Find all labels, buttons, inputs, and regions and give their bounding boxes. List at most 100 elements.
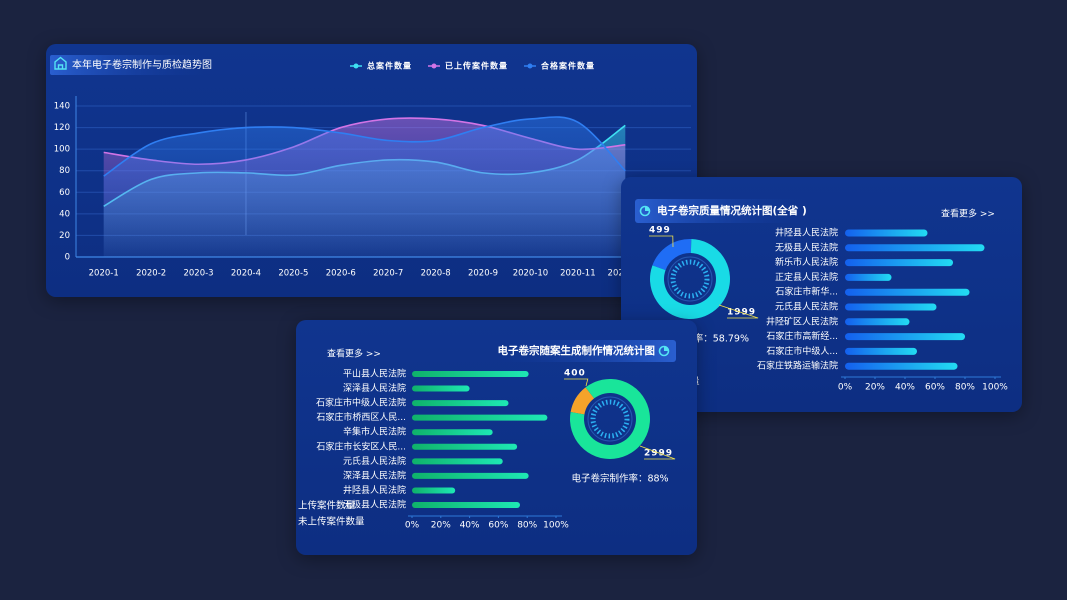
leader-line [649,235,674,248]
area [103,116,626,257]
more-link[interactable]: 查看更多 >> [327,348,381,360]
x-tick-label: 80% [955,383,975,393]
bar [412,472,529,479]
donut-segment [570,387,595,415]
y-tick-label: 平山县人民法院 [343,368,406,380]
chart-title: 电子卷宗随案生成制作情况统计图 [498,344,656,357]
y-tick-label: 新乐市人民法院 [775,256,838,268]
bar [412,443,518,450]
bar [845,347,917,355]
x-tick-label: 2020-6 [326,269,356,279]
y-tick-label: 井陉县人民法院 [775,227,838,239]
donut-ticks [670,259,710,299]
x-tick-label: 2020-7 [373,269,403,279]
legend-marker [527,63,533,69]
bar [412,429,493,436]
more-link[interactable]: 查看更多 >> [941,208,995,220]
y-tick-label: 深泽县人民法院 [343,382,406,394]
title-icon [645,206,650,211]
legend-label: 合格案件数量 [540,61,595,71]
y-tick-label: 0 [65,253,70,263]
legend-label: 未上传案件数量 [298,516,365,528]
bar [845,244,985,252]
y-tick-label: 石家庄市长安区人民... [316,440,406,452]
bar [412,502,520,509]
x-tick-label: 2020-11 [560,269,596,279]
trend-panel: 本年电子卷宗制作与质检趋势图 0 20 40 60 80 100 120 140 2020-1 20… [46,44,697,297]
production-panel: 电子卷宗随案生成制作情况统计图 查看更多 >> 平山县人民法院 深泽县人民法院石家庄市… [296,320,697,555]
x-tick-label: 60% [488,521,508,531]
x-tick-label: 2020-4 [231,269,261,279]
bar [412,400,509,407]
y-tick-label: 石家庄市新华... [775,286,838,298]
y-tick-label: 40 [59,209,70,219]
line [103,116,626,177]
bar [412,414,548,421]
bar [845,333,965,341]
y-tick-label: 100 [54,145,70,155]
legend-label: 已上传案件数量 [445,61,508,71]
donut-segment [650,239,730,319]
title-icon [54,56,67,70]
legend-marker [353,63,359,69]
donut-value-label: 499 [649,226,671,236]
x-tick-label: 2020-10 [513,269,549,279]
y-tick-label: 辛集市人民法院 [343,426,406,438]
y-tick-label: 无极县人民法院 [775,241,838,253]
donut-segment [652,239,692,271]
bar [845,318,910,326]
chart: 电子卷宗随案生成制作情况统计图 查看更多 >> 平山县人民法院深泽县人民法院石家庄市… [298,340,676,531]
donut-segment [570,379,650,459]
bar [412,458,503,465]
chart-title: 本年电子卷宗制作与质检趋势图 [72,58,212,71]
y-tick-label: 石家庄市中级人民法院 [316,397,406,409]
y-tick-label: 无极县人民法院 [343,499,406,511]
x-tick-label: 40% [460,521,480,531]
y-tick-label: 140 [54,102,70,112]
x-tick-label: 20% [431,521,451,531]
legend-label: 上传案件数量 [298,500,356,512]
donut-value-label: 400 [564,369,586,379]
x-tick-label: 100% [982,383,1008,393]
x-tick-label: 2020-3 [183,269,213,279]
donut-ticks [590,399,630,439]
x-tick-label: 2020-1 [89,269,119,279]
y-tick-label: 20 [59,231,70,241]
chart: 电子卷宗质量情况统计图(全省 ) 查看更多 >> 井陉县人民法院无极县人民法院新乐市… [621,199,1008,393]
x-tick-label: 0% [838,383,853,393]
x-tick-label: 100% [543,521,569,531]
x-tick-label: 40% [895,383,915,393]
y-tick-label: 井陉县人民法院 [343,484,406,496]
bar [845,259,953,267]
leader-line [639,445,676,460]
x-tick-label: 2020-9 [468,269,498,279]
bar [845,229,928,237]
bar [845,303,937,311]
bar [412,385,470,392]
y-tick-label: 80 [59,166,70,176]
x-tick-label: 20% [865,383,885,393]
bar [845,288,970,296]
chart-title: 电子卷宗质量情况统计图(全省 ) [657,204,807,217]
donut-value-label: 2999 [644,449,673,459]
y-tick-label: 石家庄市中级人... [766,345,838,357]
bar [412,371,529,377]
y-tick-label: 石家庄市桥西区人民... [316,411,406,423]
x-tick-label: 80% [517,521,537,531]
bar [845,362,958,370]
y-tick-label: 石家庄市高新经... [766,330,838,342]
title-bar [635,199,805,223]
title-icon [664,346,669,351]
y-tick-label: 石家庄铁路运输法院 [757,360,838,372]
x-tick-label: 60% [925,383,945,393]
rate-label: 电子卷宗制作率：88% [571,473,668,485]
y-tick-label: 60 [59,188,70,198]
bar [412,487,456,494]
y-tick-label: 元氏县人民法院 [775,301,838,313]
title-bar [496,340,676,362]
x-tick-label: 2020-8 [421,269,451,279]
legend-marker [431,63,437,69]
donut-ring [667,256,713,302]
y-tick-label: 井陉矿区人民法院 [766,315,838,327]
